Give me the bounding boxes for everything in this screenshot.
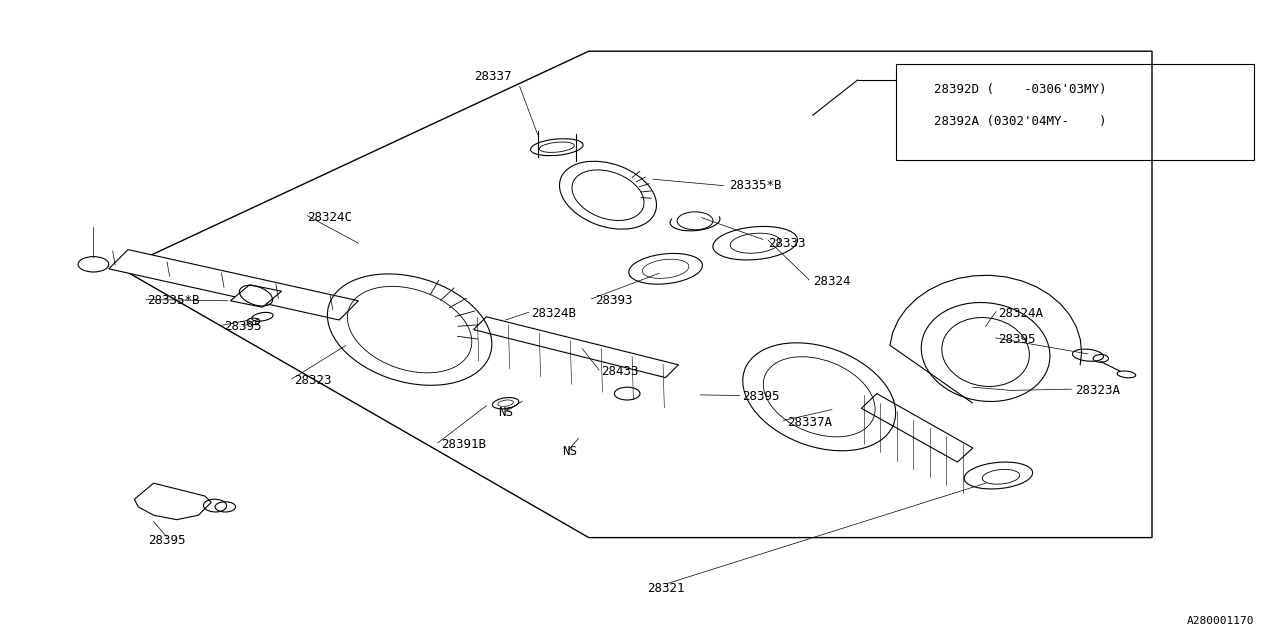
Text: A280001170: A280001170 (1187, 616, 1254, 626)
Text: 28395: 28395 (224, 320, 261, 333)
Polygon shape (230, 285, 282, 307)
Text: 28395: 28395 (147, 534, 186, 547)
Text: 28433: 28433 (602, 365, 639, 378)
Text: 28335*B: 28335*B (730, 179, 782, 192)
Text: 28337A: 28337A (787, 416, 832, 429)
Text: 28321: 28321 (646, 582, 685, 595)
Polygon shape (134, 483, 211, 520)
Polygon shape (109, 250, 358, 320)
Text: 28392A (0302'04MY-    ): 28392A (0302'04MY- ) (934, 115, 1107, 128)
Text: 28337: 28337 (474, 70, 512, 83)
Text: 28395: 28395 (742, 390, 780, 403)
Text: 28324B: 28324B (531, 307, 576, 320)
Text: 28323: 28323 (294, 374, 332, 387)
Bar (896, 64, 1254, 160)
Text: 28395: 28395 (998, 333, 1036, 346)
Text: 28323A: 28323A (1075, 384, 1120, 397)
Text: 28333: 28333 (768, 237, 805, 250)
Text: 28324C: 28324C (307, 211, 352, 224)
Text: 28392D (    -0306'03MY): 28392D ( -0306'03MY) (934, 83, 1107, 96)
Text: NS: NS (498, 406, 513, 419)
Text: 28393: 28393 (595, 294, 632, 307)
Text: 28391B: 28391B (442, 438, 486, 451)
Text: 28324: 28324 (813, 275, 850, 288)
Text: NS: NS (562, 445, 577, 458)
Text: 28335*B: 28335*B (147, 294, 200, 307)
Text: 28324A: 28324A (998, 307, 1043, 320)
